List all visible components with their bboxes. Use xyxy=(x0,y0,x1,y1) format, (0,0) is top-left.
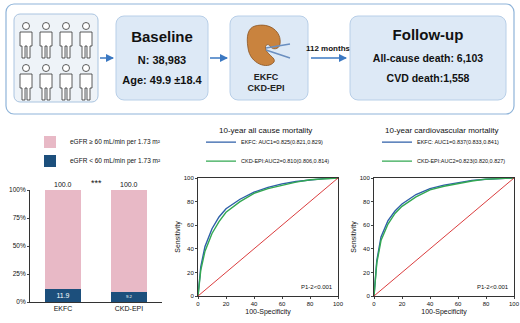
svg-text:All-cause death: 6,103: All-cause death: 6,103 xyxy=(373,52,483,64)
svg-text:0%: 0% xyxy=(16,298,26,305)
svg-text:P1-2<0.001: P1-2<0.001 xyxy=(477,284,509,290)
svg-text:40: 40 xyxy=(251,301,258,307)
svg-text:80: 80 xyxy=(187,199,194,205)
svg-text:100.0: 100.0 xyxy=(120,181,138,188)
svg-text:CKD-EPI:AUC2=0.810(0.806,0.814: CKD-EPI:AUC2=0.810(0.806,0.814) xyxy=(241,158,329,164)
svg-text:0: 0 xyxy=(372,301,376,307)
svg-text:100: 100 xyxy=(509,301,520,307)
svg-text:P1-2<0.001: P1-2<0.001 xyxy=(301,284,333,290)
svg-text:75%: 75% xyxy=(13,214,26,221)
svg-text:60: 60 xyxy=(455,301,462,307)
svg-text:0: 0 xyxy=(366,293,370,299)
svg-text:Sensitivity: Sensitivity xyxy=(350,221,358,253)
svg-text:CKD-EPI: CKD-EPI xyxy=(115,305,143,312)
svg-text:EKFC: AUC1=0.837(0.833,0.841): EKFC: AUC1=0.837(0.833,0.841) xyxy=(417,139,499,145)
svg-text:20: 20 xyxy=(187,270,194,276)
svg-text:25%: 25% xyxy=(13,270,26,277)
svg-text:Baseline: Baseline xyxy=(131,28,193,45)
svg-text:EKFC: EKFC xyxy=(254,72,279,82)
svg-text:CKD-EPI: CKD-EPI xyxy=(247,83,284,93)
svg-text:60: 60 xyxy=(363,222,370,228)
svg-text:100-Specificity: 100-Specificity xyxy=(245,308,291,316)
svg-text:80: 80 xyxy=(307,301,314,307)
svg-text:20: 20 xyxy=(223,301,230,307)
svg-text:100-Specificity: 100-Specificity xyxy=(421,308,467,316)
svg-text:11.9: 11.9 xyxy=(56,292,69,299)
svg-text:***: *** xyxy=(91,178,102,188)
svg-text:CVD death:1,558: CVD death:1,558 xyxy=(387,72,470,84)
svg-text:100%: 100% xyxy=(9,186,26,193)
svg-text:CKD-EPI:AUC2=0.823(0.820,0.827: CKD-EPI:AUC2=0.823(0.820,0.827) xyxy=(417,158,505,164)
svg-text:100: 100 xyxy=(184,175,195,181)
svg-text:10-year all cause mortality: 10-year all cause mortality xyxy=(219,126,312,135)
svg-text:9.2: 9.2 xyxy=(126,294,133,299)
svg-text:eGFR < 60 mL/min per 1.73 m²: eGFR < 60 mL/min per 1.73 m² xyxy=(70,157,161,165)
svg-text:40: 40 xyxy=(187,246,194,252)
svg-text:20: 20 xyxy=(399,301,406,307)
svg-text:40: 40 xyxy=(363,246,370,252)
svg-text:112 months: 112 months xyxy=(306,44,351,53)
svg-text:100: 100 xyxy=(360,175,371,181)
svg-text:80: 80 xyxy=(363,199,370,205)
svg-text:EKFC: EKFC xyxy=(54,305,73,312)
svg-text:Age: 49.9 ±18.4: Age: 49.9 ±18.4 xyxy=(122,74,202,86)
svg-text:20: 20 xyxy=(363,270,370,276)
svg-text:eGFR ≥ 60 mL/min per 1.73 m²: eGFR ≥ 60 mL/min per 1.73 m² xyxy=(70,138,161,146)
svg-text:10-year cardiovascular mortali: 10-year cardiovascular mortality xyxy=(385,126,498,135)
svg-text:50%: 50% xyxy=(13,242,26,249)
svg-text:0: 0 xyxy=(196,301,200,307)
svg-text:60: 60 xyxy=(187,222,194,228)
svg-text:Sensitivity: Sensitivity xyxy=(174,221,182,253)
svg-text:100: 100 xyxy=(333,301,344,307)
svg-text:80: 80 xyxy=(483,301,490,307)
svg-text:40: 40 xyxy=(427,301,434,307)
svg-text:60: 60 xyxy=(279,301,286,307)
svg-text:Follow-up: Follow-up xyxy=(393,26,464,43)
svg-text:EKFC: AUC1=0.825(0.821,0.829): EKFC: AUC1=0.825(0.821,0.829) xyxy=(241,139,323,145)
svg-text:0: 0 xyxy=(190,293,194,299)
svg-text:100.0: 100.0 xyxy=(54,181,72,188)
svg-text:N: 38,983: N: 38,983 xyxy=(138,54,186,66)
